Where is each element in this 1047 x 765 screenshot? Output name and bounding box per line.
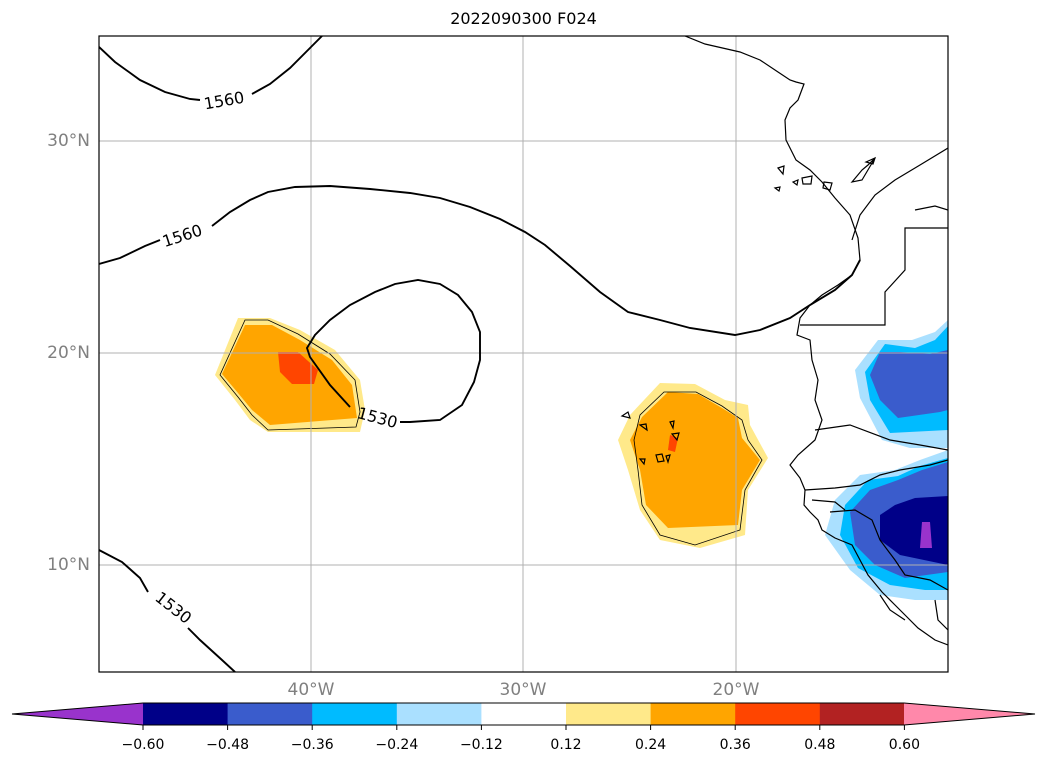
colorbar-tick-label: 0.48: [804, 737, 836, 753]
colorbar-tick-label: −0.24: [375, 737, 419, 753]
map-frame: [98, 35, 949, 673]
lat-label-10n: 10°N: [47, 555, 90, 575]
colorbar-extend-low: [12, 703, 143, 725]
lat-label-20n: 20°N: [47, 343, 90, 363]
colorbar-segment: [650, 703, 736, 725]
colorbar-segment: [227, 703, 313, 725]
colorbar-segment: [396, 703, 482, 725]
colorbar-tick-label: 0.12: [550, 737, 582, 753]
colorbar-segment: [566, 703, 652, 725]
contour-label-1530-lower: 1530: [151, 588, 195, 628]
lat-label-30n: 30°N: [47, 131, 90, 151]
contour-label-1560-upper: 1560: [202, 88, 245, 114]
map-area: [99, 36, 948, 672]
colorbar-tick-label: −0.48: [206, 737, 250, 753]
islands: [620, 156, 876, 466]
coastline: [684, 36, 948, 646]
colorbar-segment: [312, 703, 398, 725]
colorbar-tick-label: −0.12: [459, 737, 503, 753]
colorbar-tick-label: 0.24: [635, 737, 667, 753]
lon-label-40w: 40°W: [287, 680, 335, 700]
colorbar-tick-label: 0.60: [888, 737, 920, 753]
colorbar-segment: [143, 703, 229, 725]
colorbar-tick-label: −0.60: [121, 737, 165, 753]
lon-label-30w: 30°W: [499, 680, 547, 700]
colorbar-tick-label: −0.36: [290, 737, 334, 753]
contour-label-1530-center: 1530: [355, 403, 399, 432]
colorbar-tick-label: 0.36: [719, 737, 751, 753]
shading-east-positive: [618, 383, 768, 548]
shading-north-negative: [855, 320, 948, 448]
grid-lines: [99, 36, 948, 672]
colorbar-segment: [735, 703, 821, 725]
shading-south-negative: [825, 450, 948, 600]
shading-west-positive: [215, 318, 365, 432]
map-title: 2022090300 F024: [450, 9, 597, 28]
contour-label-1560-middle: 1560: [160, 220, 205, 251]
colorbar-segment: [819, 703, 905, 725]
colorbar-segment: [481, 703, 567, 725]
colorbar-extend-high: [904, 703, 1035, 725]
colorbar: [11, 702, 1036, 730]
lon-label-20w: 20°W: [712, 680, 760, 700]
height-contours: [99, 36, 861, 672]
shading-outlines: [219, 319, 763, 546]
